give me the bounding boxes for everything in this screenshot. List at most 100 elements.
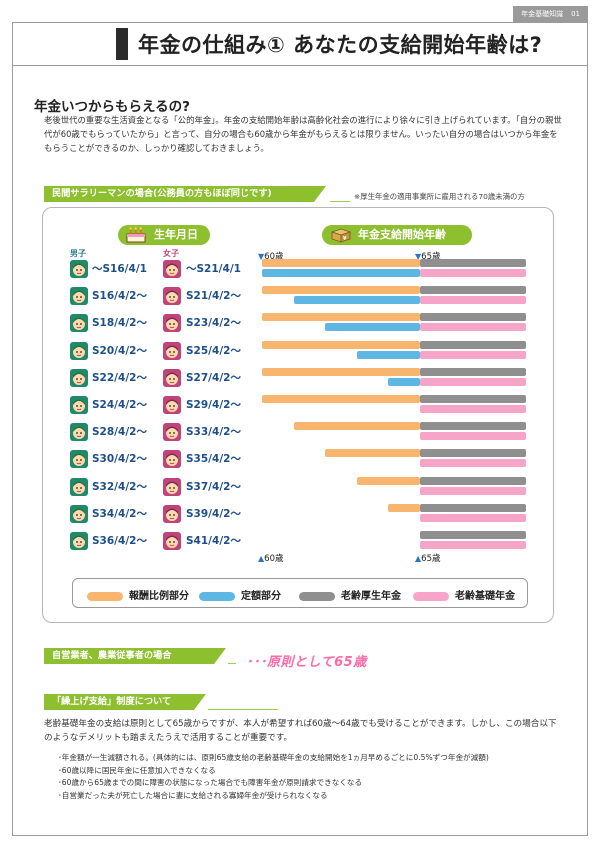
kuriage-bar-label: 「繰上げ支給」制度について — [52, 696, 172, 707]
kuriage-bar-line — [208, 709, 278, 710]
female-birthdate: S35/4/2〜 — [186, 453, 241, 466]
svg-text:¥: ¥ — [343, 236, 347, 242]
bar-houshu-hirei — [262, 367, 420, 376]
money-box-icon: ¥ — [328, 227, 354, 250]
bar-rourei-kiso — [420, 486, 526, 495]
male-face-icon — [70, 396, 88, 414]
bar-rourei-kousei — [420, 449, 526, 458]
up-triangle-icon: ▲ — [415, 554, 422, 563]
bar-houshu-hirei — [262, 313, 420, 322]
bar-rourei-kiso — [420, 350, 526, 359]
bar-houshu-hirei — [356, 476, 420, 485]
bar-houshu-hirei — [262, 395, 420, 403]
female-birthdate: S27/4/2〜 — [186, 371, 241, 384]
female-face-icon — [163, 368, 181, 387]
intro-paragraph: 老後世代の重要な生活資金となる「公的年金」。年金の支給開始年齢は高齢化社会の進行… — [44, 115, 562, 153]
page-number: 01 — [571, 10, 580, 18]
legend-item-kousei: 老齢厚生年金 — [299, 587, 401, 602]
bar-rourei-kousei — [420, 313, 526, 322]
legend-swatch — [299, 591, 335, 601]
bottom-marker-65-label: 65歳 — [421, 554, 441, 564]
self-employed-bar-line — [228, 663, 236, 664]
page-frame — [12, 22, 588, 836]
male-face-icon — [70, 341, 88, 360]
bar-rourei-kiso — [420, 296, 526, 305]
bar-rourei-kiso — [420, 323, 526, 332]
bar-rourei-kiso — [420, 541, 526, 549]
bar-rourei-kiso — [420, 377, 526, 386]
male-birthdate: S36/4/2〜 — [92, 535, 147, 547]
male-birthdate: S32/4/2〜 — [92, 480, 147, 493]
salaryman-bar-line — [330, 201, 350, 202]
top-marker-60: ▼60歳 — [258, 250, 283, 262]
bottom-marker-60-label: 60歳 — [264, 554, 284, 564]
bar-teigaku — [325, 323, 420, 332]
bar-houshu-hirei — [262, 286, 420, 295]
bar-rourei-kousei — [420, 286, 526, 295]
up-triangle-icon: ▲ — [258, 554, 265, 563]
self-employed-answer: ･･･原則として65歳 — [246, 655, 367, 670]
female-face-icon — [163, 450, 181, 469]
section-heading: 年金いつからもらえるの? — [34, 99, 190, 115]
male-birthdate: 〜S16/4/1 — [92, 263, 147, 275]
bar-rourei-kousei — [420, 531, 526, 539]
bar-houshu-hirei — [262, 340, 420, 349]
female-birthdate: S41/4/2〜 — [186, 535, 241, 547]
demerit-item: ･60歳から65歳までの間に障害の状態になった場合でも障害年金が原則請求できなく… — [58, 778, 363, 787]
legend-label: 老齢厚生年金 — [341, 591, 401, 602]
kuriage-text: 老齢基礎年金の支給は原則として65歳からですが、本人が希望すれば60歳〜64歳で… — [44, 719, 557, 743]
birthdate-pill-label: 生年月日 — [154, 228, 198, 241]
bar-houshu-hirei — [325, 449, 420, 458]
female-face-icon — [163, 287, 181, 306]
female-face-icon — [163, 260, 181, 278]
bar-houshu-hirei — [388, 503, 420, 512]
down-triangle-icon: ▼ — [415, 252, 422, 261]
bar-rourei-kousei — [420, 367, 526, 376]
header-tab: 年金基礎知識 01 — [513, 6, 588, 22]
male-face-icon — [70, 314, 88, 333]
male-birthdate: S18/4/2〜 — [92, 317, 147, 330]
self-employed-bar: 自営業者、農業従事者の場合 — [44, 648, 226, 664]
legend-item-teigaku: 定額部分 — [199, 587, 281, 602]
salaryman-bar: 民間サラリーマンの場合(公務員の方もほぼ同じです) — [44, 186, 326, 202]
chart-panel — [42, 207, 554, 623]
female-face-icon — [163, 423, 181, 442]
female-label: 女子 — [163, 249, 179, 258]
top-marker-60-label: 60歳 — [264, 252, 284, 262]
salaryman-bar-label: 民間サラリーマンの場合(公務員の方もほぼ同じです) — [52, 188, 272, 199]
top-marker-65: ▼65歳 — [415, 250, 440, 262]
bar-rourei-kousei — [420, 503, 526, 512]
legend-item-hourei: 報酬比例部分 — [87, 587, 189, 602]
female-face-icon — [163, 341, 181, 360]
down-triangle-icon: ▼ — [258, 252, 265, 261]
legend-label: 定額部分 — [241, 591, 281, 602]
bar-teigaku — [293, 296, 420, 305]
bar-rourei-kiso — [420, 405, 526, 413]
demerit-item: ･年金額が一生減額される。(具体的には、原則65歳支給の老齢基礎年金の支給開始を… — [58, 753, 489, 762]
male-face-icon — [70, 450, 88, 469]
female-birthdate: S29/4/2〜 — [186, 399, 241, 411]
female-birthdate: S23/4/2〜 — [186, 317, 241, 330]
male-birthdate: S24/4/2〜 — [92, 399, 147, 411]
male-birthdate: S34/4/2〜 — [92, 507, 147, 520]
female-birthdate: S37/4/2〜 — [186, 480, 241, 493]
page-title: 年金の仕組み① あなたの支給開始年齢は? — [138, 33, 543, 57]
legend-label: 報酬比例部分 — [129, 591, 189, 602]
title-bar: 年金の仕組み① あなたの支給開始年齢は? — [12, 22, 588, 66]
female-birthdate: S21/4/2〜 — [186, 290, 241, 303]
male-face-icon — [70, 287, 88, 306]
legend-swatch — [413, 591, 449, 601]
bar-rourei-kousei — [420, 259, 526, 267]
bar-houshu-hirei — [293, 422, 420, 431]
bottom-marker-65: ▲65歳 — [415, 552, 440, 564]
bar-rourei-kiso — [420, 459, 526, 468]
male-birthdate: S30/4/2〜 — [92, 453, 147, 466]
legend-swatch — [87, 591, 123, 601]
demerit-item: ･自営業だった夫が死亡した場合に妻に支給される寡婦年金が受けられなくなる — [58, 790, 328, 800]
legend: 報酬比例部分 定額部分 老齢厚生年金 老齢基礎年金 — [72, 578, 528, 608]
male-face-icon — [70, 504, 88, 523]
bar-rourei-kousei — [420, 476, 526, 485]
birthdate-pill: 生年月日 — [118, 225, 210, 245]
header-tab-label: 年金基礎知識 — [521, 10, 564, 18]
male-face-icon — [70, 368, 88, 387]
